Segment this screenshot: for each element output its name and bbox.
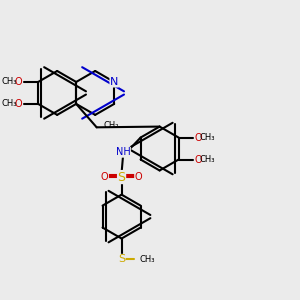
Text: O: O (101, 172, 108, 182)
Text: CH₃: CH₃ (200, 133, 215, 142)
Text: CH₃: CH₃ (1, 77, 17, 86)
Text: O: O (15, 99, 22, 109)
Text: S: S (118, 171, 126, 184)
Text: O: O (135, 172, 142, 182)
Text: S: S (118, 254, 125, 264)
Text: CH₃: CH₃ (1, 99, 17, 108)
Text: NH: NH (116, 147, 130, 157)
Text: CH₃: CH₃ (139, 255, 154, 264)
Text: O: O (15, 77, 22, 87)
Text: CH₂: CH₂ (103, 121, 118, 130)
Text: O: O (194, 133, 202, 142)
Text: CH₃: CH₃ (200, 155, 215, 164)
Text: N: N (110, 77, 118, 87)
Text: O: O (194, 154, 202, 164)
